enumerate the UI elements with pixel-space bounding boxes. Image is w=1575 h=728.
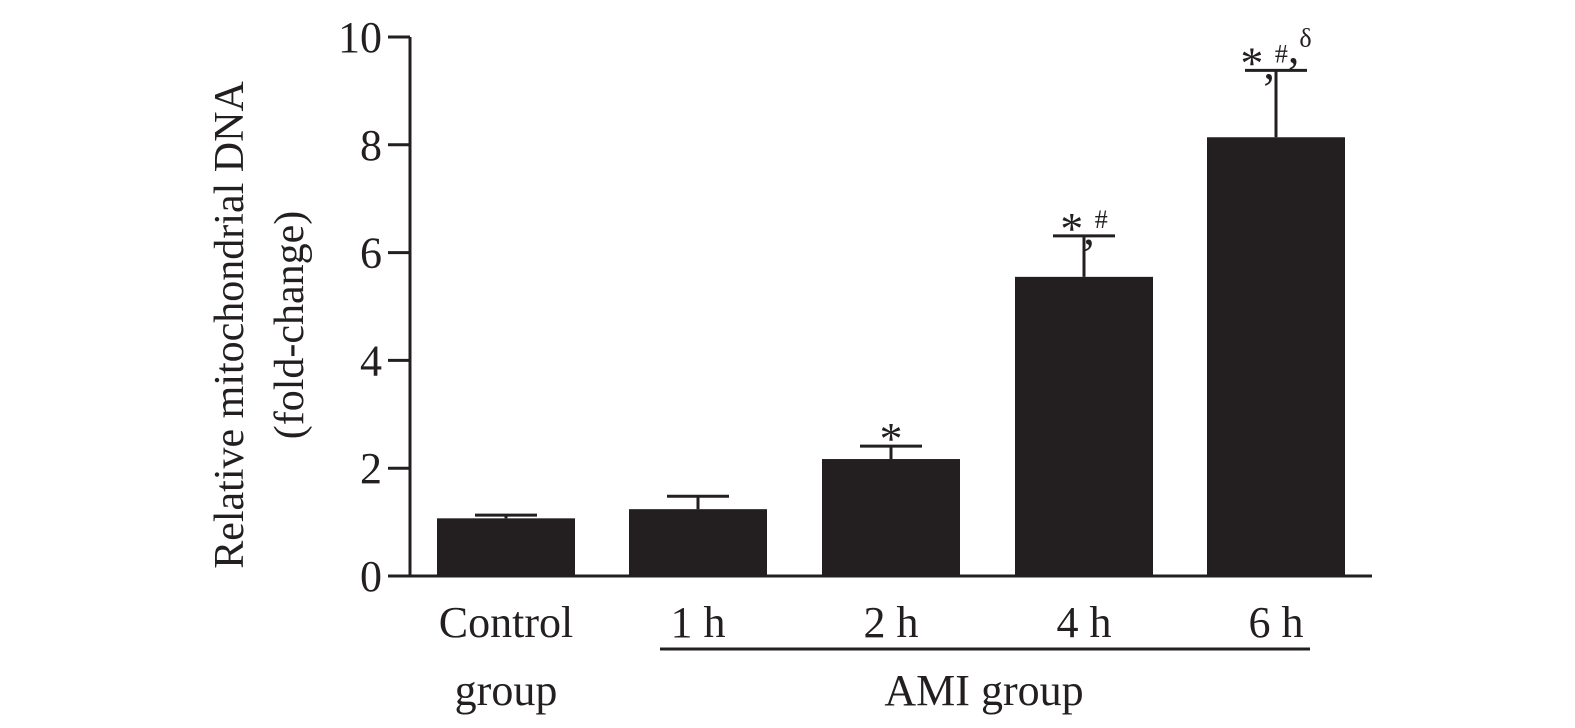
significance-star: * (880, 413, 903, 464)
significance-comma: , (1288, 21, 1300, 72)
y-tick-label: 10 (338, 13, 382, 62)
category-label: Control (439, 598, 573, 647)
significance-superscript: # (1275, 39, 1288, 68)
group-bracket: AMI group (660, 647, 1310, 715)
bar (1207, 137, 1345, 576)
error-bars (475, 68, 1307, 519)
bar (437, 518, 575, 576)
significance-comma: , (1083, 203, 1095, 254)
bars (437, 137, 1345, 576)
category-label: 6 h (1249, 598, 1304, 647)
significance-star: * (1240, 37, 1263, 88)
category-label: group (455, 666, 558, 715)
bar (1015, 276, 1153, 576)
category-label: 1 h (671, 598, 726, 647)
y-tick-label: 4 (360, 336, 382, 385)
y-axis-title: Relative mitochondrial DNA (fold-change) (207, 81, 313, 569)
group-bracket-label: AMI group (884, 666, 1083, 715)
y-axis-title-line: (fold-change) (267, 211, 313, 440)
bar (822, 459, 960, 576)
y-axis: 0 2 4 6 8 10 (338, 13, 412, 601)
y-tick-label: 0 (360, 552, 382, 601)
y-tick-label: 6 (360, 229, 382, 278)
bar (629, 509, 767, 576)
y-tick-label: 2 (360, 444, 382, 493)
significance-superscript: δ (1299, 23, 1311, 52)
y-axis-title-line: Relative mitochondrial DNA (207, 81, 253, 569)
significance-label: * (880, 413, 903, 464)
y-tick-label: 8 (360, 121, 382, 170)
significance-star: * (1060, 203, 1083, 254)
category-label: 2 h (864, 598, 919, 647)
category-label: 4 h (1057, 598, 1112, 647)
significance-label: *,# (1060, 203, 1108, 254)
significance-annotations: **,#*,#,δ (880, 21, 1312, 464)
significance-label: *,#,δ (1240, 21, 1311, 88)
significance-superscript: # (1095, 205, 1108, 234)
significance-comma: , (1263, 37, 1275, 88)
category-labels: Control group 1 h 2 h 4 h 6 h (439, 598, 1304, 715)
